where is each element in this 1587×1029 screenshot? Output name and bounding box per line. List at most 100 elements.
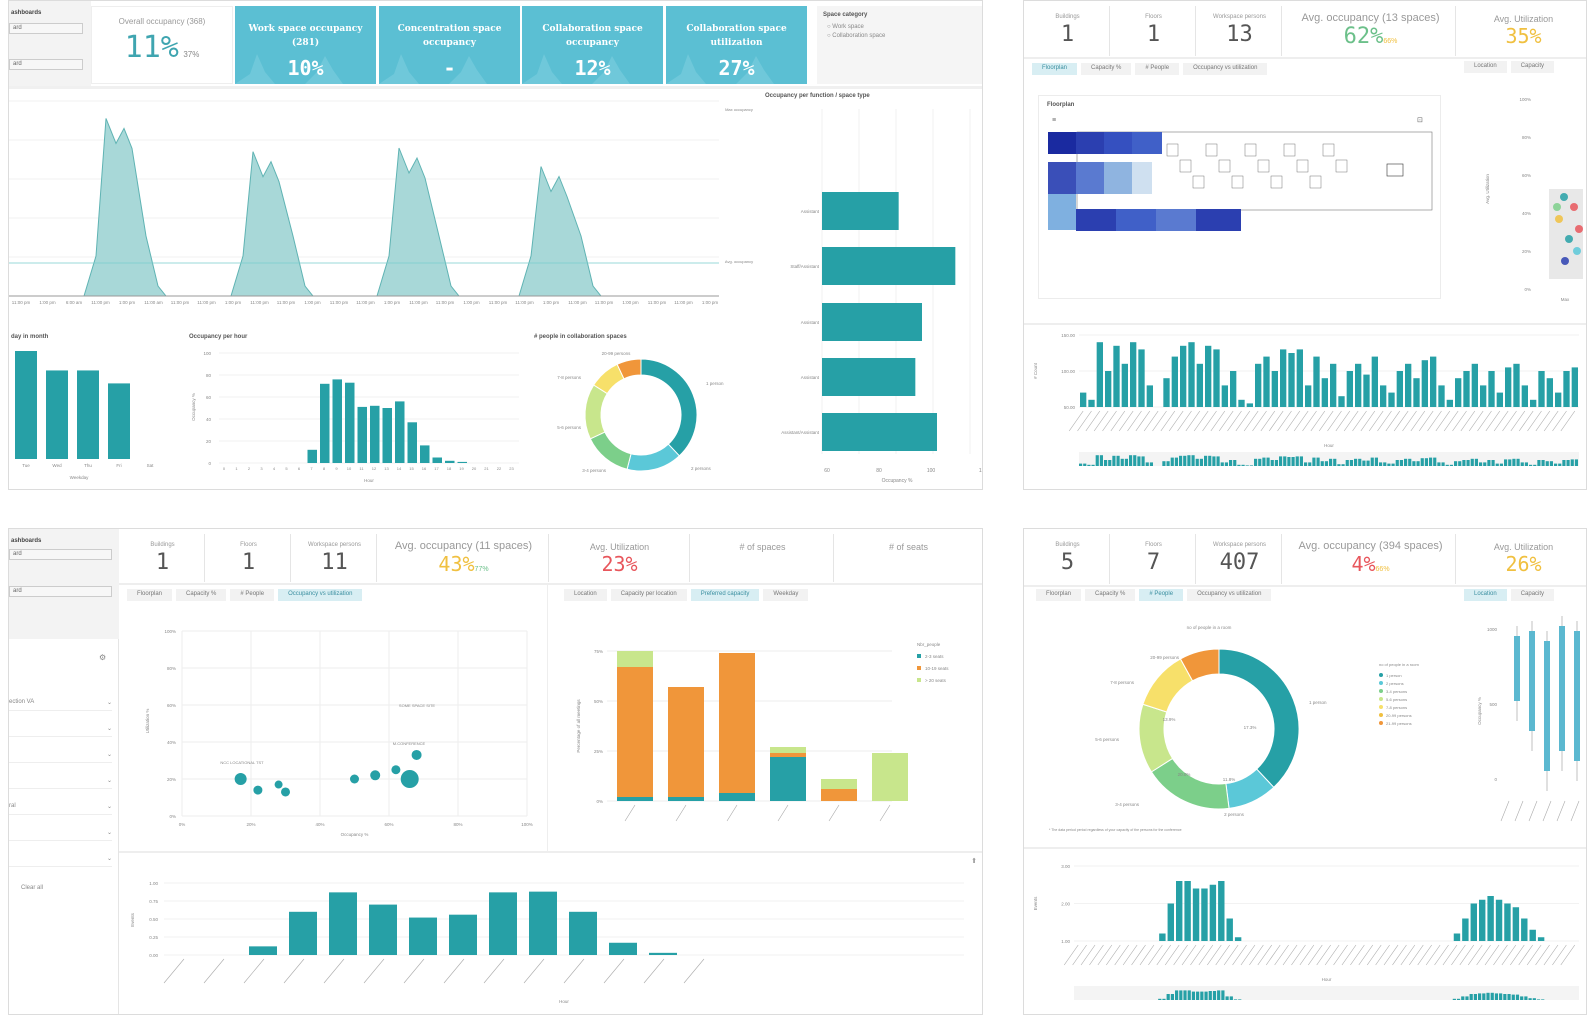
overall-occupancy-kpi[interactable]: Overall occupancy (368) 11% 37% <box>91 6 233 84</box>
tab--people[interactable]: # People <box>230 589 275 601</box>
kpi-floors[interactable]: Floors 7 <box>1112 534 1196 584</box>
histogram-bar <box>1546 378 1553 407</box>
x-tick-label: 16 <box>422 466 427 471</box>
tab-preferred-capacity[interactable]: Preferred capacity <box>690 589 760 601</box>
hour-bar <box>320 383 330 463</box>
kpi-buildings[interactable]: Buildings 1 <box>1026 6 1110 56</box>
blue-kpi-3[interactable]: Collaboration space utilization 27% <box>666 6 807 84</box>
seats-count-kpi[interactable]: # of seats <box>836 534 981 582</box>
x-tick-label <box>163 958 185 984</box>
legend-swatch <box>1379 673 1383 677</box>
tab--people[interactable]: # People <box>1139 589 1184 601</box>
x-tick-label <box>1249 944 1264 966</box>
filter-item[interactable]: ral ⌄ <box>9 803 112 815</box>
blue-kpi-2[interactable]: Collaboration space occupancy 12% <box>522 6 663 84</box>
x-tick-label <box>1185 410 1201 432</box>
tab-floorplan[interactable]: Floorplan <box>1032 63 1078 75</box>
kpi-workspace-persons[interactable]: Workspace persons 407 <box>1198 534 1282 584</box>
donut-label: 1 person <box>1309 700 1327 705</box>
histogram-bar <box>1184 881 1191 941</box>
tab-capacity-[interactable]: Capacity % <box>176 589 227 601</box>
space-option-collab[interactable]: ○ Collaboration space <box>827 33 886 39</box>
hour-bar <box>370 405 380 463</box>
tab--people[interactable]: # People <box>1135 63 1180 75</box>
kpi-buildings[interactable]: Buildings 5 <box>1026 534 1110 584</box>
avg-occupancy-kpi[interactable]: Avg. occupancy (13 spaces) 62%66% <box>1286 6 1456 56</box>
x-tick-label <box>1177 410 1192 432</box>
y-tick-label: 20% <box>1522 249 1531 254</box>
event-bar <box>649 952 677 955</box>
stacked-bar-10-19-seats <box>617 667 653 797</box>
tab-occupancy-vs-utilization[interactable]: Occupancy vs utilization <box>278 589 363 601</box>
hour-bar <box>332 379 342 463</box>
kpi-workspace-persons[interactable]: Workspace persons 11 <box>293 534 377 582</box>
overview-bar <box>1241 464 1245 466</box>
x-tick-label <box>1451 944 1466 966</box>
histogram-bar <box>1471 363 1478 407</box>
filter-item[interactable]: ⌄ <box>9 777 112 789</box>
avg-utilization-kpi[interactable]: Avg. Utilization 35% <box>1459 6 1586 56</box>
scatter-point <box>391 765 401 775</box>
tab-capacity-[interactable]: Capacity % <box>1085 589 1136 601</box>
y-tick-label: 150.00 <box>1061 333 1075 338</box>
function-label: Assistant <box>801 375 820 380</box>
tab-occupancy-vs-utilization[interactable]: Occupancy vs utilization <box>1187 589 1272 601</box>
tab-capacity-per-location[interactable]: Capacity per location <box>610 589 687 601</box>
y-tick-label: 1.00 <box>149 881 158 886</box>
floorplan-room <box>1104 132 1132 154</box>
space-option-work[interactable]: ○ Work space <box>827 24 864 30</box>
overview-bar <box>1473 994 1477 1000</box>
spaces-count-kpi[interactable]: # of spaces <box>692 534 834 582</box>
slice-5-6-persons <box>584 384 608 440</box>
tab-location[interactable]: Location <box>1464 589 1507 601</box>
tab-capacity-[interactable]: Capacity % <box>1081 63 1132 75</box>
x-tick-label <box>1528 800 1538 822</box>
x-tick-label <box>1335 410 1351 432</box>
x-tick-label <box>1510 944 1525 966</box>
tab-location[interactable]: Location <box>564 589 607 601</box>
overview-bar <box>1487 460 1491 466</box>
scatter-point <box>281 787 290 797</box>
avg-occupancy-kpi[interactable]: Avg. occupancy (394 spaces) 4%66% <box>1286 534 1456 584</box>
x-tick-label: 1:00 pm <box>702 300 719 305</box>
floorplan-map[interactable]: ≡ ⊡ <box>1047 114 1437 244</box>
floorplan-cell <box>1386 163 1404 177</box>
filter-item[interactable]: ⌄ <box>9 829 112 841</box>
overview-bar <box>1137 456 1141 466</box>
tab-location[interactable]: Location <box>1464 61 1507 73</box>
tab-floorplan[interactable]: Floorplan <box>1036 589 1082 601</box>
x-tick-label: 12 <box>372 466 377 471</box>
tab-weekday[interactable]: Weekday <box>763 589 809 601</box>
tab-occupancy-vs-utilization[interactable]: Occupancy vs utilization <box>1183 63 1268 75</box>
filter-item[interactable]: ⌄ <box>9 725 112 737</box>
kpi-floors[interactable]: Floors 1 <box>1112 6 1196 56</box>
blue-kpi-1[interactable]: Concentration space occupancy - <box>379 6 520 84</box>
filter-select-2[interactable]: ard <box>9 59 83 70</box>
filter-select-1[interactable]: ard <box>9 549 112 560</box>
kpi-floors[interactable]: Floors 1 <box>207 534 291 582</box>
clear-all-button[interactable]: Clear all <box>21 885 44 891</box>
overview-bar <box>1454 461 1458 466</box>
avg-utilization-kpi[interactable]: Avg. Utilization 23% <box>550 534 690 582</box>
tab-floorplan[interactable]: Floorplan <box>127 589 173 601</box>
filter-select-1[interactable]: ard <box>9 23 83 34</box>
histogram-bar <box>1171 356 1178 407</box>
footnote: * The data period period regardless of y… <box>1049 828 1182 832</box>
filter-item[interactable]: ⌄ <box>9 855 112 867</box>
filter-item[interactable]: ection VA ⌄ <box>9 699 112 711</box>
x-tick-label: 11:00 pm <box>409 300 428 305</box>
filter-select-2[interactable]: ard <box>9 586 112 597</box>
avg-utilization-kpi[interactable]: Avg. Utilization 26% <box>1459 534 1586 584</box>
tab-capacity[interactable]: Capacity <box>1510 589 1555 601</box>
avg-occupancy-kpi[interactable]: Avg. occupancy (11 spaces) 43%77% <box>379 534 549 582</box>
filter-item[interactable]: ⌄ <box>9 751 112 763</box>
scatter-point <box>400 770 419 788</box>
kpi-workspace-persons[interactable]: Workspace persons 13 <box>1198 6 1282 56</box>
histogram-bar <box>1138 349 1145 407</box>
kpi-buildings[interactable]: Buildings 1 <box>121 534 205 582</box>
settings-icon[interactable]: ⚙ <box>99 653 107 662</box>
overview-bar <box>1412 461 1416 466</box>
x-tick-label <box>1173 944 1188 966</box>
blue-kpi-0[interactable]: Work space occupancy (281) 10% <box>235 6 376 84</box>
tab-capacity[interactable]: Capacity <box>1510 61 1555 73</box>
